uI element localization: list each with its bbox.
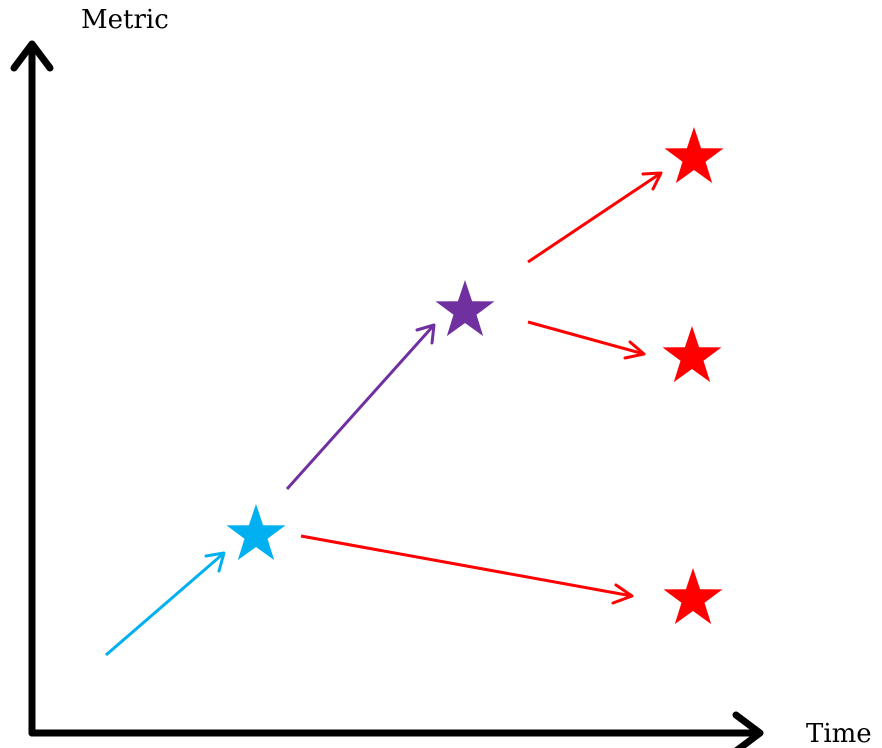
mid-right-star-icon [662,326,722,383]
y-axis-arrowhead [10,40,54,72]
middle-to-mid-right-arrow [527,320,646,360]
entry-arrow [105,551,226,657]
bottom-right-star-icon [663,568,723,625]
origin-to-bottom-right-arrow [300,534,634,605]
origin-to-middle-arrow [285,323,436,491]
middle-star-icon [435,280,495,337]
top-right-star-icon [664,127,724,184]
origin-star-icon [226,504,286,561]
middle-to-top-right-arrow [527,171,663,264]
y-axis-label: Metric [81,5,169,35]
x-axis-arrowhead [732,711,764,748]
x-axis-label: Time [806,719,872,748]
